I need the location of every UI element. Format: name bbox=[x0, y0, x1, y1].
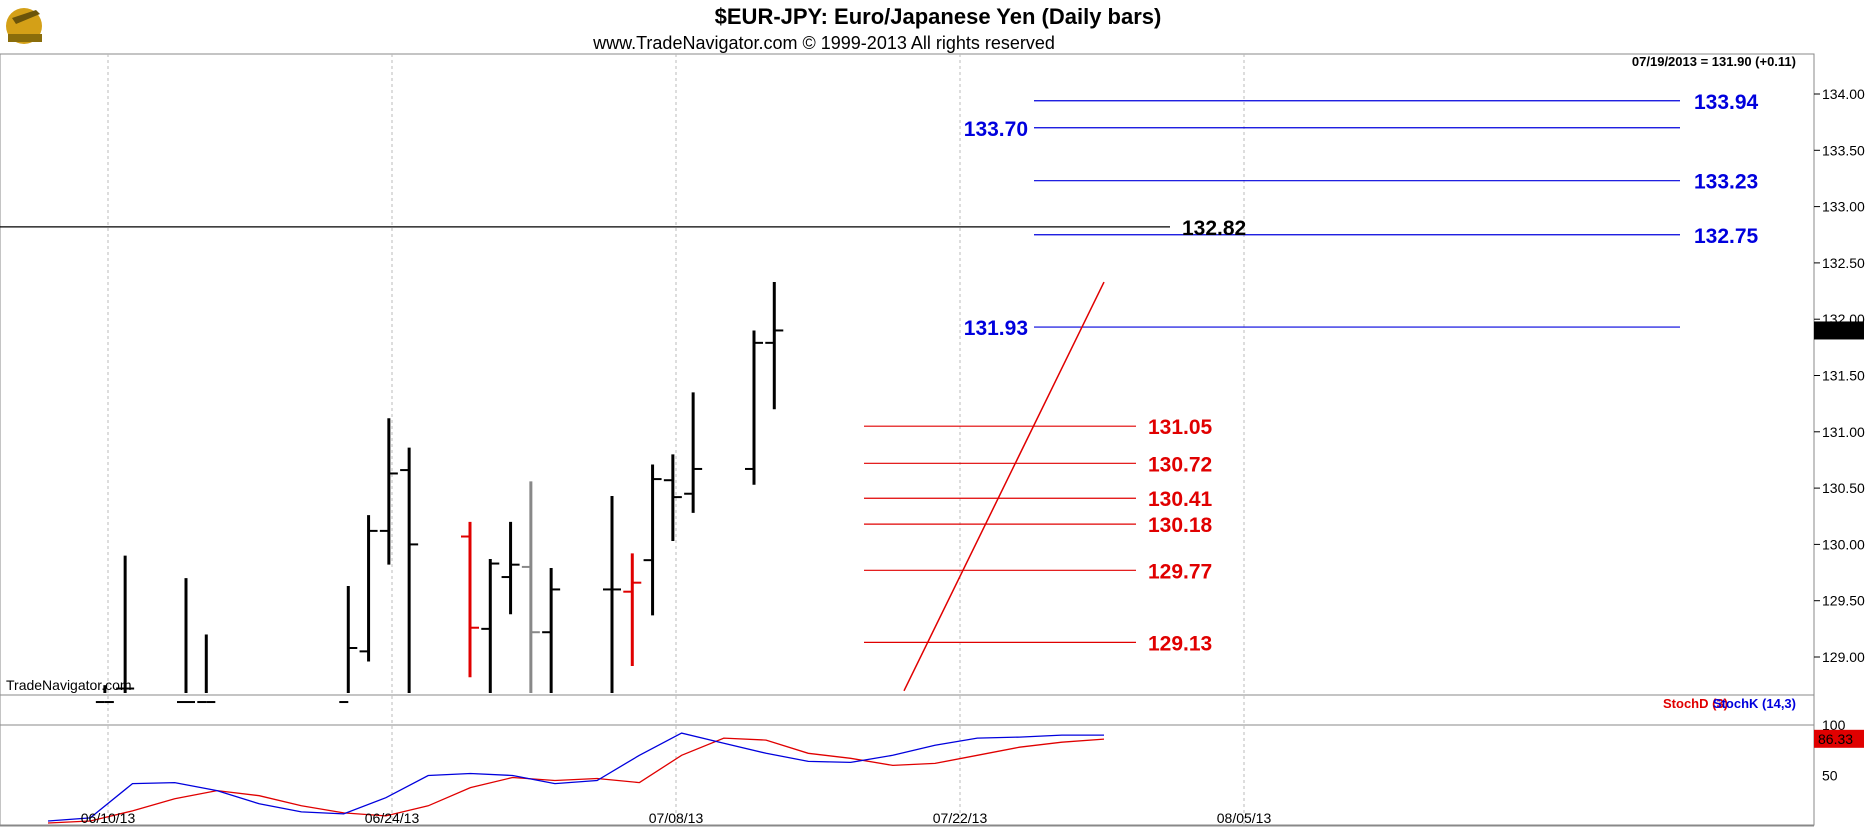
y-tick-label: 131.50 bbox=[1822, 368, 1865, 384]
brand-logo bbox=[6, 8, 42, 44]
x-tick-label: 07/08/13 bbox=[649, 810, 704, 826]
stoch-y-tick-label: 50 bbox=[1822, 768, 1838, 784]
axes: 06/10/13 06/24/13 07/08/13 07/22/13 08/05/13… bbox=[81, 86, 1865, 826]
y-tick-label: 130.50 bbox=[1822, 480, 1865, 496]
x-tick-label: 08/05/13 bbox=[1217, 810, 1272, 826]
fib-level-label: 133.94 bbox=[1694, 91, 1759, 114]
y-tick-label: 134.00 bbox=[1822, 86, 1865, 102]
last-price-box bbox=[1814, 321, 1864, 340]
y-tick-label: 132.50 bbox=[1822, 255, 1865, 271]
x-tick-label: 06/24/13 bbox=[365, 810, 420, 826]
y-tick-label: 129.00 bbox=[1822, 649, 1865, 665]
legend-stoch-k: StochK (14,3) bbox=[1713, 696, 1796, 711]
last-quote-label: 07/19/2013 = 131.90 (+0.11) bbox=[1632, 54, 1796, 69]
retracement-label: 130.18 bbox=[1148, 514, 1213, 537]
y-tick-label: 133.50 bbox=[1822, 142, 1865, 158]
last-stoch-label: 86.33 bbox=[1818, 731, 1853, 747]
fib-level-label: 133.23 bbox=[1694, 171, 1758, 194]
legend-stoch-d: StochD (3) bbox=[1663, 696, 1728, 711]
y-tick-label: 133.00 bbox=[1822, 199, 1865, 215]
chart-title: $EUR-JPY: Euro/Japanese Yen (Daily bars) bbox=[715, 4, 1162, 29]
watermark: TradeNavigator.com bbox=[6, 677, 132, 693]
retracement-label: 130.72 bbox=[1148, 453, 1212, 476]
stoch-k-line bbox=[47, 732, 1104, 822]
last-stoch-box bbox=[1814, 729, 1864, 748]
trend-line bbox=[903, 281, 1105, 692]
last-price-label: 131.90 bbox=[1818, 322, 1861, 338]
y-tick-label: 131.00 bbox=[1822, 424, 1865, 440]
price-panel-frame bbox=[0, 53, 1815, 696]
fib-level-label: 132.75 bbox=[1694, 225, 1759, 248]
y-tick-label: 130.00 bbox=[1822, 536, 1865, 552]
retracement-label: 130.41 bbox=[1148, 488, 1213, 511]
ohlc-bars bbox=[95, 282, 784, 704]
stoch-d-line bbox=[47, 737, 1105, 824]
stoch-panel-frame bbox=[0, 694, 1815, 826]
retracement-label: 129.13 bbox=[1148, 632, 1212, 655]
stochastic-lines bbox=[47, 732, 1105, 824]
retracement-label: 131.05 bbox=[1148, 416, 1213, 439]
chart-copyright: www.TradeNavigator.com © 1999-2013 All r… bbox=[592, 33, 1055, 53]
y-tick-label: 129.50 bbox=[1822, 593, 1865, 609]
resistance-label: 132.82 bbox=[1182, 217, 1246, 240]
fib-level-label: 133.70 bbox=[964, 118, 1028, 141]
x-tick-label: 06/10/13 bbox=[81, 810, 136, 826]
x-tick-label: 07/22/13 bbox=[933, 810, 988, 826]
grid bbox=[107, 54, 1245, 826]
levels-group: 133.94 133.23 132.75 133.70 131.93 132.82 131.… bbox=[0, 91, 1759, 692]
retracement-label: 129.77 bbox=[1148, 560, 1212, 583]
stoch-y-tick-label: 100 bbox=[1822, 717, 1846, 733]
fib-level-label: 131.93 bbox=[964, 317, 1028, 340]
